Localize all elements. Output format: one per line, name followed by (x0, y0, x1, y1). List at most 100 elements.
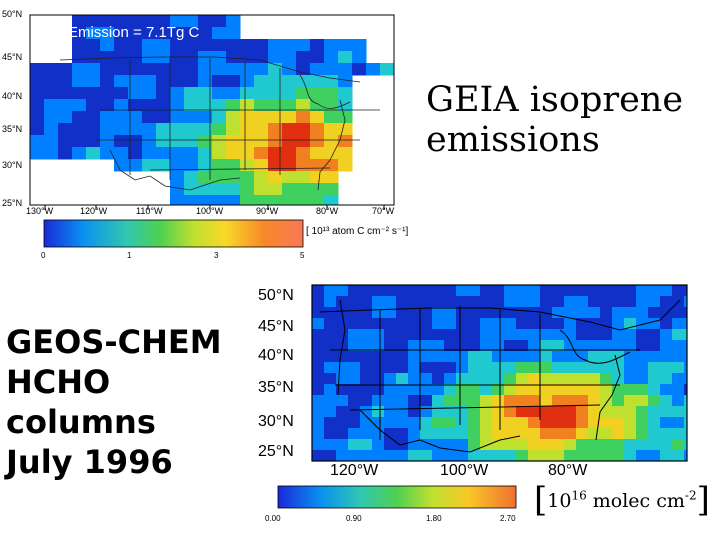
map-cell (324, 439, 337, 451)
map-cell (576, 428, 589, 440)
map-cell (336, 351, 349, 363)
map-cell (296, 135, 311, 148)
map-cell (372, 351, 385, 363)
map-cell (468, 285, 481, 297)
map-cell (636, 395, 649, 407)
map-cell (170, 99, 185, 112)
map-cell (408, 439, 421, 451)
map-cell (552, 439, 565, 451)
map-cell (226, 123, 241, 136)
map-cell (576, 307, 589, 319)
map-cell (296, 159, 311, 172)
map-cell (312, 406, 325, 418)
map-cell (492, 285, 505, 297)
map-cell (504, 384, 517, 396)
map-cell (612, 318, 625, 330)
map-cell (684, 417, 687, 429)
geia-lat-30: 30°N (2, 160, 23, 170)
map-cell (360, 428, 373, 440)
map-cell (30, 87, 45, 100)
map-cell (420, 450, 433, 461)
map-cell (636, 373, 649, 385)
map-cell (600, 318, 613, 330)
map-cell (456, 285, 469, 297)
map-cell (552, 373, 565, 385)
map-cell (338, 63, 353, 76)
map-cell (432, 395, 445, 407)
map-cell (30, 111, 45, 124)
map-cell (348, 307, 361, 319)
map-cell (576, 285, 589, 297)
map-cell (468, 406, 481, 418)
map-cell (516, 428, 529, 440)
map-cell (44, 75, 59, 88)
map-cell (348, 428, 361, 440)
map-cell (528, 307, 541, 319)
map-cell (648, 340, 661, 352)
map-cell (254, 183, 269, 196)
map-cell (372, 318, 385, 330)
map-cell (282, 195, 297, 205)
map-cell (624, 406, 637, 418)
map-cell (624, 384, 637, 396)
map-cell (360, 373, 373, 385)
map-cell (226, 195, 241, 205)
map-cell (338, 147, 353, 160)
map-cell (324, 285, 337, 297)
map-cell (282, 123, 297, 136)
map-cell (492, 439, 505, 451)
map-cell (420, 285, 433, 297)
map-cell (336, 296, 349, 308)
map-cell (198, 87, 213, 100)
map-cell (408, 450, 421, 461)
map-cell (170, 39, 185, 52)
map-cell (432, 307, 445, 319)
map-cell (540, 362, 553, 374)
map-cell (198, 171, 213, 184)
map-cell (296, 123, 311, 136)
map-cell (588, 395, 601, 407)
map-cell (170, 75, 185, 88)
map-cell (312, 307, 325, 319)
map-cell (348, 340, 361, 352)
map-cell (600, 296, 613, 308)
map-cell (444, 384, 457, 396)
map-cell (672, 285, 685, 297)
map-cell (282, 63, 297, 76)
map-cell (444, 296, 457, 308)
map-cell (312, 340, 325, 352)
map-cell (384, 406, 397, 418)
gc-title-line2: HCHO (6, 363, 111, 401)
map-cell (600, 351, 613, 363)
map-cell (672, 406, 685, 418)
map-cell (552, 285, 565, 297)
map-cell (612, 307, 625, 319)
map-cell (348, 373, 361, 385)
map-cell (198, 111, 213, 124)
map-cell (576, 373, 589, 385)
map-cell (588, 318, 601, 330)
map-cell (212, 171, 227, 184)
map-cell (444, 439, 457, 451)
map-cell (528, 329, 541, 341)
map-cell (444, 285, 457, 297)
geia-lat-45: 45°N (2, 52, 23, 62)
map-cell (492, 329, 505, 341)
map-cell (432, 362, 445, 374)
map-cell (128, 15, 143, 28)
geia-title: GEIA isoprene emissions (426, 80, 716, 160)
map-cell (198, 195, 213, 205)
map-cell (156, 39, 171, 52)
map-cell (684, 450, 687, 461)
map-cell (184, 75, 199, 88)
map-cell (492, 351, 505, 363)
map-cell (312, 329, 325, 341)
map-cell (72, 135, 87, 148)
map-cell (100, 147, 115, 160)
map-cell (142, 99, 157, 112)
map-cell (310, 39, 325, 52)
geia-lon-100: 100°W (196, 206, 224, 216)
map-cell (516, 406, 529, 418)
map-cell (114, 63, 129, 76)
